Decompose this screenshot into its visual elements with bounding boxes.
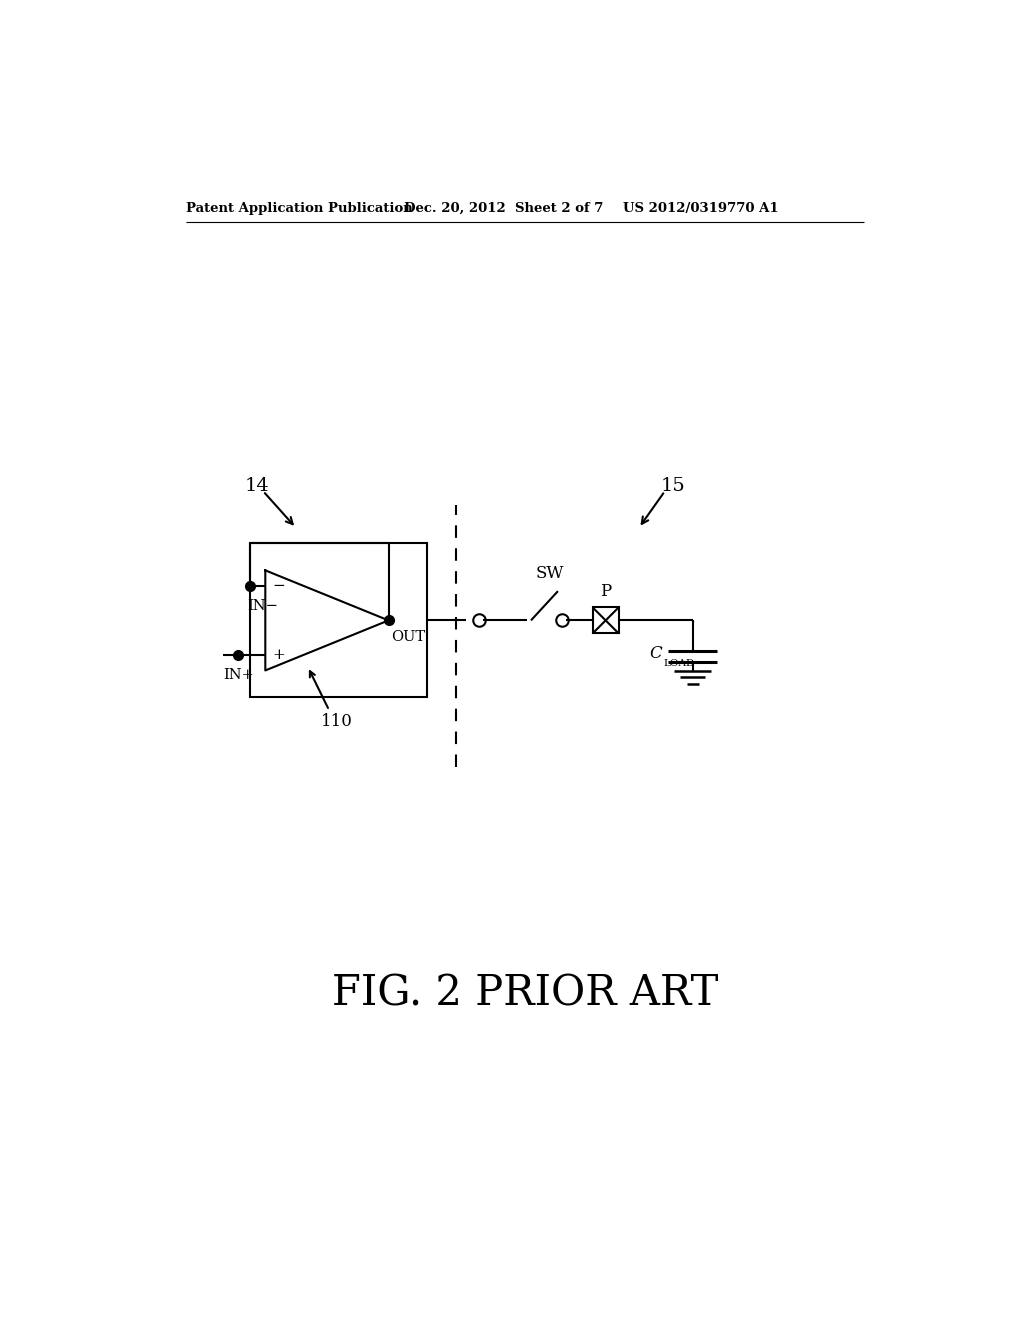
Text: +: + bbox=[272, 648, 286, 663]
Text: SW: SW bbox=[536, 565, 564, 582]
Text: C: C bbox=[649, 645, 662, 663]
Text: OUT: OUT bbox=[391, 631, 426, 644]
Text: Dec. 20, 2012  Sheet 2 of 7: Dec. 20, 2012 Sheet 2 of 7 bbox=[403, 202, 603, 215]
Text: 15: 15 bbox=[660, 477, 685, 495]
Text: FIG. 2 PRIOR ART: FIG. 2 PRIOR ART bbox=[332, 973, 718, 1015]
Text: US 2012/0319770 A1: US 2012/0319770 A1 bbox=[624, 202, 779, 215]
Text: IN+: IN+ bbox=[223, 668, 254, 682]
Bar bbox=[250, 544, 427, 697]
Text: P: P bbox=[600, 582, 611, 599]
Text: Patent Application Publication: Patent Application Publication bbox=[186, 202, 413, 215]
Text: IN−: IN− bbox=[248, 599, 279, 612]
Bar bbox=[593, 607, 618, 634]
Text: LOAD: LOAD bbox=[664, 659, 694, 668]
Text: −: − bbox=[272, 578, 286, 593]
Text: 110: 110 bbox=[321, 713, 353, 730]
Text: 14: 14 bbox=[245, 477, 269, 495]
